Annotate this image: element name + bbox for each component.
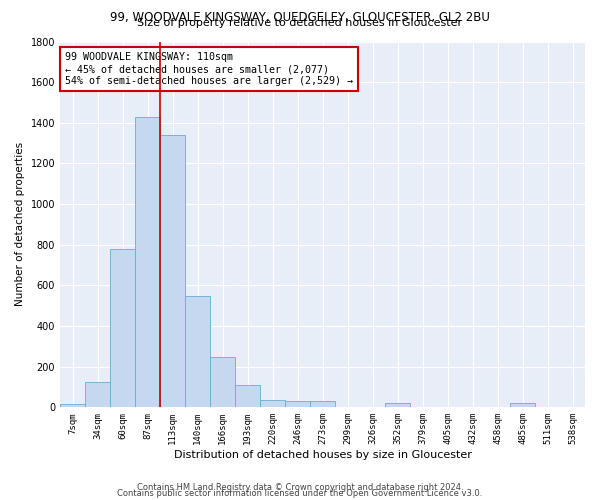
Bar [210,356,235,408]
Bar [185,296,210,408]
Text: 99, WOODVALE KINGSWAY, QUEDGELEY, GLOUCESTER, GL2 2BU: 99, WOODVALE KINGSWAY, QUEDGELEY, GLOUCE… [110,10,490,23]
Bar [385,404,410,407]
Bar [60,404,85,407]
Text: Contains HM Land Registry data © Crown copyright and database right 2024.: Contains HM Land Registry data © Crown c… [137,482,463,492]
Text: 99 WOODVALE KINGSWAY: 110sqm
← 45% of detached houses are smaller (2,077)
54% of: 99 WOODVALE KINGSWAY: 110sqm ← 45% of de… [65,52,353,86]
Text: Contains public sector information licensed under the Open Government Licence v3: Contains public sector information licen… [118,489,482,498]
Bar [235,385,260,407]
Bar [110,249,135,408]
Bar [310,401,335,407]
Bar [135,116,160,408]
Bar [510,404,535,407]
Bar [160,135,185,407]
X-axis label: Distribution of detached houses by size in Gloucester: Distribution of detached houses by size … [173,450,472,460]
Y-axis label: Number of detached properties: Number of detached properties [15,142,25,306]
Text: Size of property relative to detached houses in Gloucester: Size of property relative to detached ho… [137,18,463,28]
Bar [260,400,285,407]
Bar [85,382,110,407]
Bar [285,401,310,407]
